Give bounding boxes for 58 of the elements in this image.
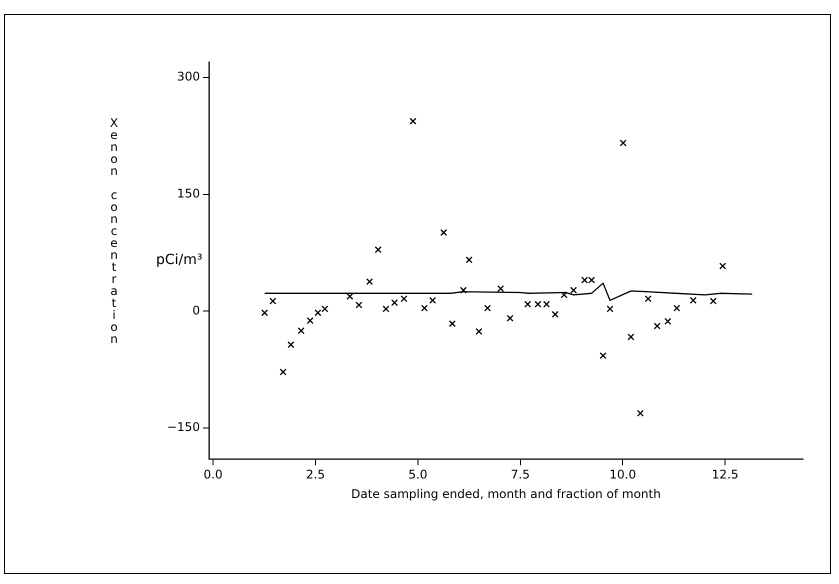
- point: [570, 286, 578, 294]
- x-tick-label: 10.0: [609, 468, 636, 482]
- point: [636, 410, 644, 417]
- point: [475, 328, 482, 335]
- point: [600, 352, 607, 360]
- point: [581, 276, 588, 284]
- x-tick-label: 2.5: [306, 468, 326, 482]
- point: [391, 299, 398, 306]
- point: [314, 309, 322, 316]
- point: [440, 229, 448, 236]
- point: [321, 305, 328, 312]
- point: [410, 118, 416, 125]
- y-tick-label: −150: [166, 420, 200, 434]
- point: [690, 296, 697, 304]
- point: [534, 300, 542, 308]
- point: [620, 140, 627, 146]
- point: [374, 246, 382, 254]
- point: [606, 305, 614, 312]
- point: [644, 295, 652, 302]
- point: [719, 262, 726, 270]
- point: [560, 291, 568, 298]
- point: [664, 318, 672, 325]
- point: [497, 285, 504, 292]
- point: [448, 320, 456, 328]
- point: [280, 368, 287, 376]
- point: [552, 310, 559, 318]
- text: pCi/m³: [156, 252, 203, 268]
- point: [460, 286, 467, 294]
- y-tick-label: 150: [177, 186, 200, 201]
- point: [654, 322, 661, 330]
- point: [524, 300, 532, 308]
- point: [382, 305, 390, 312]
- point: [261, 309, 268, 316]
- x-tick-label: 7.5: [510, 468, 530, 482]
- x-tick-label: 5.0: [408, 468, 428, 482]
- point: [466, 256, 473, 264]
- point: [400, 295, 408, 302]
- y-tick-label: 300: [177, 70, 200, 84]
- point: [298, 327, 305, 334]
- point: [484, 304, 492, 312]
- point: [588, 276, 596, 284]
- point: [710, 298, 717, 305]
- y-tick-label: 0: [192, 303, 200, 318]
- point: [420, 304, 428, 312]
- point: [627, 333, 634, 340]
- y-axis-title: Xenon concentration: [107, 116, 121, 344]
- point: [366, 278, 374, 286]
- point: [673, 304, 680, 312]
- point: [287, 341, 294, 348]
- x-tick-label: 12.5: [712, 468, 739, 482]
- point: [306, 317, 314, 324]
- point: [429, 296, 436, 304]
- x-axis-title: Date sampling ended, month and fraction of month: [351, 486, 661, 501]
- point: [269, 298, 276, 305]
- point: [506, 314, 514, 322]
- point: [355, 302, 362, 308]
- point: [543, 300, 550, 308]
- x-tick-label: 0.0: [204, 468, 223, 482]
